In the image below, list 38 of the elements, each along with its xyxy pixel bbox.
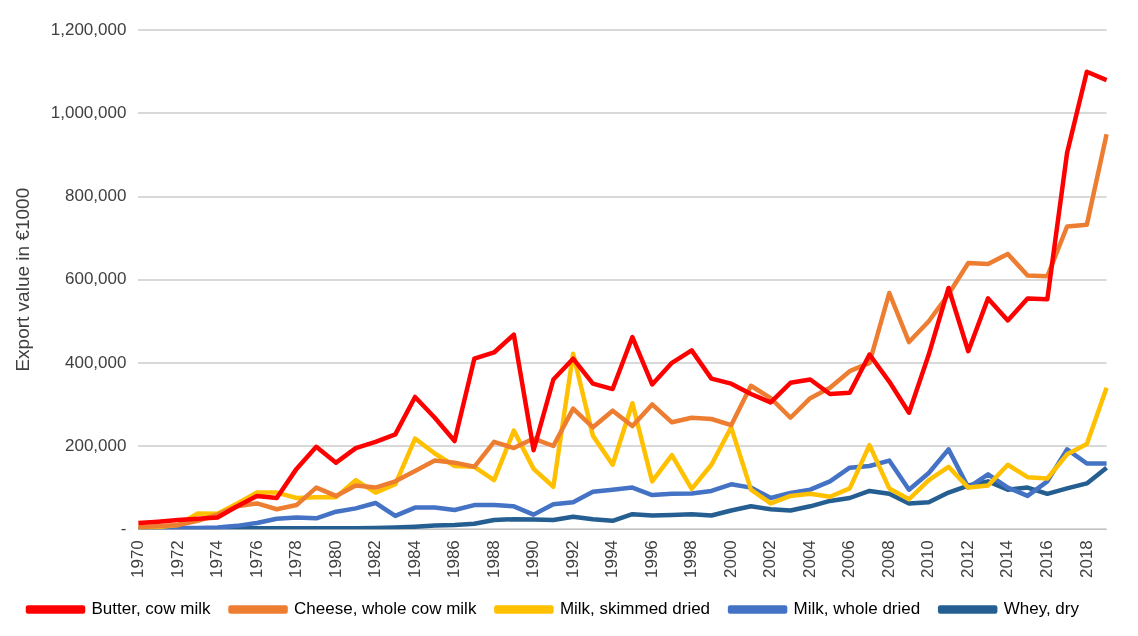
x-tick-label: 2018 <box>1076 540 1096 579</box>
x-tick-label: 1994 <box>602 540 622 579</box>
x-tick-label: 2004 <box>799 540 819 579</box>
legend-label: Cheese, whole cow milk <box>294 599 477 619</box>
x-tick-label: 1978 <box>286 540 306 579</box>
x-tick-label: 2016 <box>1037 540 1057 579</box>
legend-label: Milk, skimmed dried <box>559 599 711 619</box>
legend-label: Butter, cow milk <box>91 599 212 619</box>
y-tick-label: 200,000 <box>64 435 127 455</box>
x-tick-label: 2012 <box>957 540 977 579</box>
x-tick-label: 1984 <box>404 540 424 579</box>
y-tick-label: 800,000 <box>64 186 127 206</box>
y-axis-title: Export value in €1000 <box>11 187 33 372</box>
y-tick-label: 600,000 <box>64 269 127 289</box>
x-tick-label: 1982 <box>365 540 385 579</box>
y-tick-label: 1,200,000 <box>50 19 127 39</box>
x-tick-label: 2008 <box>878 540 898 579</box>
x-tick-label: 2000 <box>720 540 740 579</box>
x-tick-label: 1998 <box>681 540 701 579</box>
x-tick-label: 1990 <box>523 540 543 579</box>
x-tick-label: 2010 <box>918 540 938 579</box>
legend-label: Milk, whole dried <box>793 599 921 619</box>
y-tick-label: - <box>120 518 127 538</box>
x-tick-label: 1980 <box>325 540 345 579</box>
x-tick-label: 1996 <box>641 540 661 579</box>
x-tick-label: 1986 <box>444 540 464 579</box>
x-tick-label: 1992 <box>562 540 582 579</box>
x-tick-label: 2006 <box>839 540 859 579</box>
x-tick-label: 1974 <box>207 540 227 579</box>
x-tick-label: 1976 <box>246 540 266 579</box>
x-tick-label: 1970 <box>128 540 148 579</box>
y-tick-label: 1,000,000 <box>50 103 127 123</box>
y-tick-label: 400,000 <box>64 352 127 372</box>
x-tick-label: 1972 <box>167 540 187 579</box>
x-tick-label: 2002 <box>760 540 780 579</box>
legend-label: Whey, dry <box>1003 599 1080 619</box>
x-tick-label: 1988 <box>483 540 503 579</box>
x-tick-label: 2014 <box>997 540 1017 579</box>
